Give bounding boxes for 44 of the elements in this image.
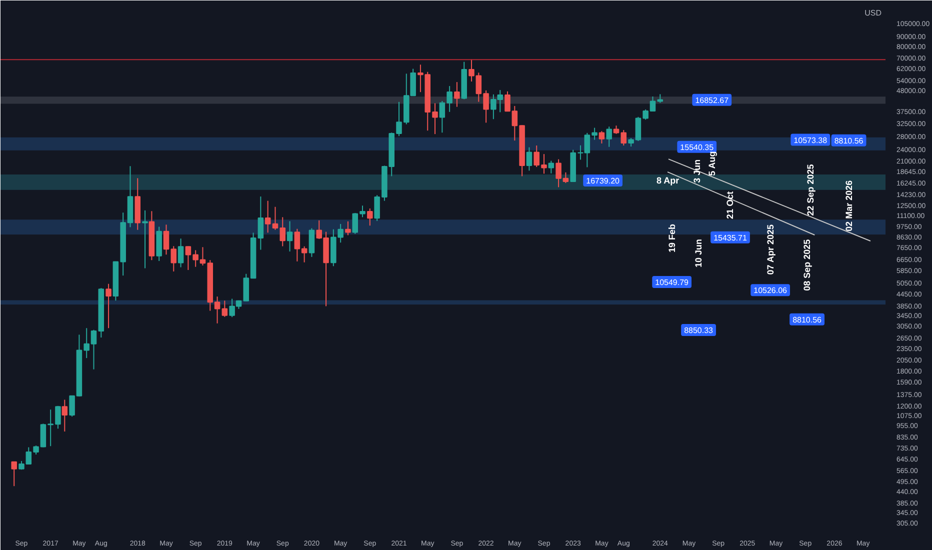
- annotation: 8810.56: [834, 136, 864, 146]
- candlestick: [142, 210, 148, 269]
- candlestick: [367, 208, 373, 226]
- annotation: 16852.67: [695, 96, 730, 105]
- y-axis-title: USD: [864, 8, 882, 18]
- candlestick: [374, 194, 380, 222]
- annotation: 15540.35: [680, 142, 714, 152]
- candlestick: [526, 146, 532, 172]
- candlestick: [592, 127, 598, 140]
- candlestick: [432, 102, 438, 135]
- annotation: 8850.33: [684, 326, 714, 336]
- candlestick: [170, 246, 177, 272]
- candlestick: [258, 196, 264, 250]
- candlestick: [264, 200, 271, 234]
- candlestick: [548, 160, 554, 174]
- annotation: 07 Apr 2025: [765, 224, 776, 275]
- candlestick: [178, 238, 184, 268]
- annotation: 22 Sep 2025: [805, 164, 816, 216]
- annotation: 10573.38: [794, 136, 828, 145]
- candlestick: [286, 220, 293, 252]
- candlestick: [62, 399, 68, 432]
- annotation: 02 Mar 2026: [844, 180, 854, 232]
- annotation: 19 Feb: [666, 223, 677, 252]
- candlestick: [163, 224, 170, 256]
- annotation: 15435.71: [714, 233, 748, 242]
- annotation: 8 Apr: [656, 175, 680, 186]
- annotation: 10 Jun: [694, 239, 704, 268]
- annotation: 3 Jun: [692, 159, 702, 183]
- candlestick: [11, 461, 17, 487]
- candlestick: [606, 126, 612, 148]
- annotation: 10549.79: [655, 278, 690, 287]
- annotation: 8810.56: [792, 315, 822, 324]
- candlestick: [620, 130, 627, 146]
- annotation: 08 Sep 2025: [802, 239, 812, 291]
- annotation: 16739.20: [586, 176, 620, 186]
- candlestick: [222, 300, 228, 318]
- annotation: 21 Oct: [725, 191, 736, 219]
- annotation: 5 Aug: [706, 151, 717, 176]
- candlestick: [308, 228, 315, 258]
- candlestick: [454, 82, 460, 108]
- candlestick: [598, 130, 605, 144]
- annotation: 10526.06: [754, 286, 788, 296]
- candlestick: [106, 283, 112, 329]
- candlestick: [345, 220, 351, 236]
